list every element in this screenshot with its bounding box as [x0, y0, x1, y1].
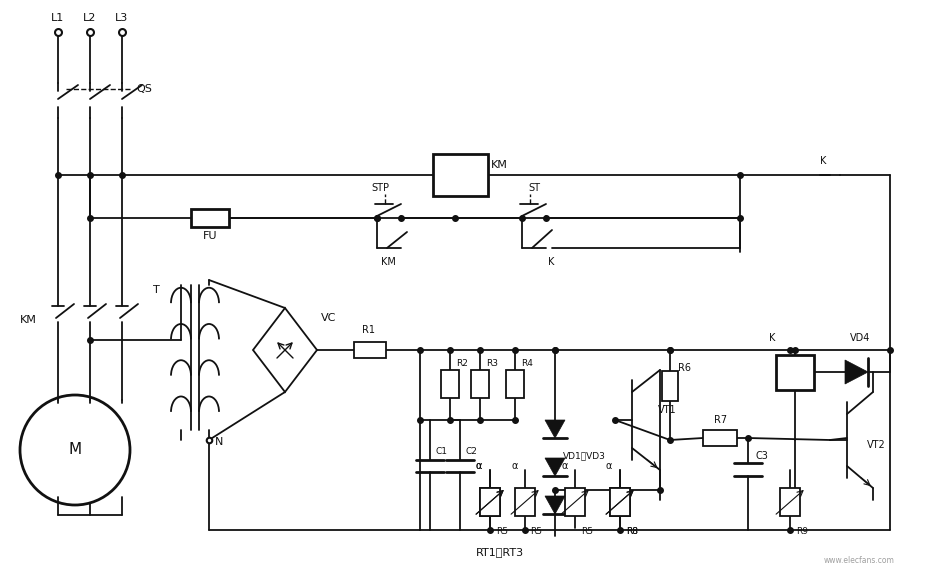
Bar [610, 488, 630, 516]
Bar [354, 342, 386, 358]
Text: QS: QS [136, 84, 152, 94]
Polygon shape [845, 360, 868, 384]
Text: α: α [511, 461, 517, 471]
Bar [471, 370, 489, 398]
Text: www.elecfans.com: www.elecfans.com [824, 556, 895, 565]
Bar [610, 488, 630, 516]
Text: M: M [68, 442, 81, 457]
Bar [480, 488, 500, 516]
Polygon shape [545, 496, 565, 514]
Bar [703, 430, 737, 446]
Text: R3: R3 [486, 359, 498, 369]
Bar [433, 154, 487, 196]
Text: L2: L2 [83, 13, 97, 23]
Text: R8: R8 [626, 528, 638, 536]
Text: R5: R5 [496, 528, 508, 536]
Text: FU: FU [203, 231, 217, 241]
Text: R4: R4 [521, 359, 533, 369]
Text: N: N [215, 437, 223, 447]
Polygon shape [545, 420, 565, 438]
Text: R1: R1 [362, 325, 375, 335]
Text: R8: R8 [626, 528, 638, 536]
Text: L3: L3 [116, 13, 129, 23]
Text: KM: KM [381, 257, 396, 267]
Polygon shape [545, 458, 565, 476]
Text: R9: R9 [796, 528, 808, 536]
Bar [780, 488, 800, 516]
Bar [441, 370, 459, 398]
Text: C2: C2 [466, 448, 478, 457]
Text: RT1～RT3: RT1～RT3 [476, 547, 524, 557]
Bar [565, 488, 585, 516]
Text: R6: R6 [678, 363, 691, 373]
Text: K: K [769, 333, 775, 343]
Text: VT1: VT1 [658, 405, 676, 415]
Bar [480, 488, 500, 516]
Text: ST: ST [528, 183, 540, 193]
Text: C1: C1 [436, 448, 448, 457]
Bar [506, 370, 524, 398]
Text: VD4: VD4 [850, 333, 870, 343]
Text: KM: KM [491, 160, 508, 170]
Text: T: T [153, 285, 160, 295]
Text: R2: R2 [456, 359, 468, 369]
Text: R5: R5 [530, 528, 542, 536]
Text: KM: KM [20, 315, 37, 325]
Text: K: K [820, 156, 826, 166]
Text: VD1～VD3: VD1～VD3 [563, 452, 606, 460]
Text: L1: L1 [52, 13, 65, 23]
Text: α: α [476, 461, 482, 471]
Bar [776, 354, 814, 389]
Text: STP: STP [371, 183, 389, 193]
Text: VT2: VT2 [867, 440, 886, 450]
Text: R7: R7 [714, 415, 727, 425]
Bar [515, 488, 535, 516]
Text: K: K [548, 257, 554, 267]
Bar [662, 371, 678, 401]
Text: α: α [606, 461, 612, 471]
Bar [191, 209, 229, 227]
Text: VC: VC [321, 313, 337, 323]
Text: α: α [561, 461, 567, 471]
Text: C3: C3 [756, 451, 769, 461]
Text: α: α [476, 461, 482, 471]
Text: R5: R5 [581, 528, 593, 536]
